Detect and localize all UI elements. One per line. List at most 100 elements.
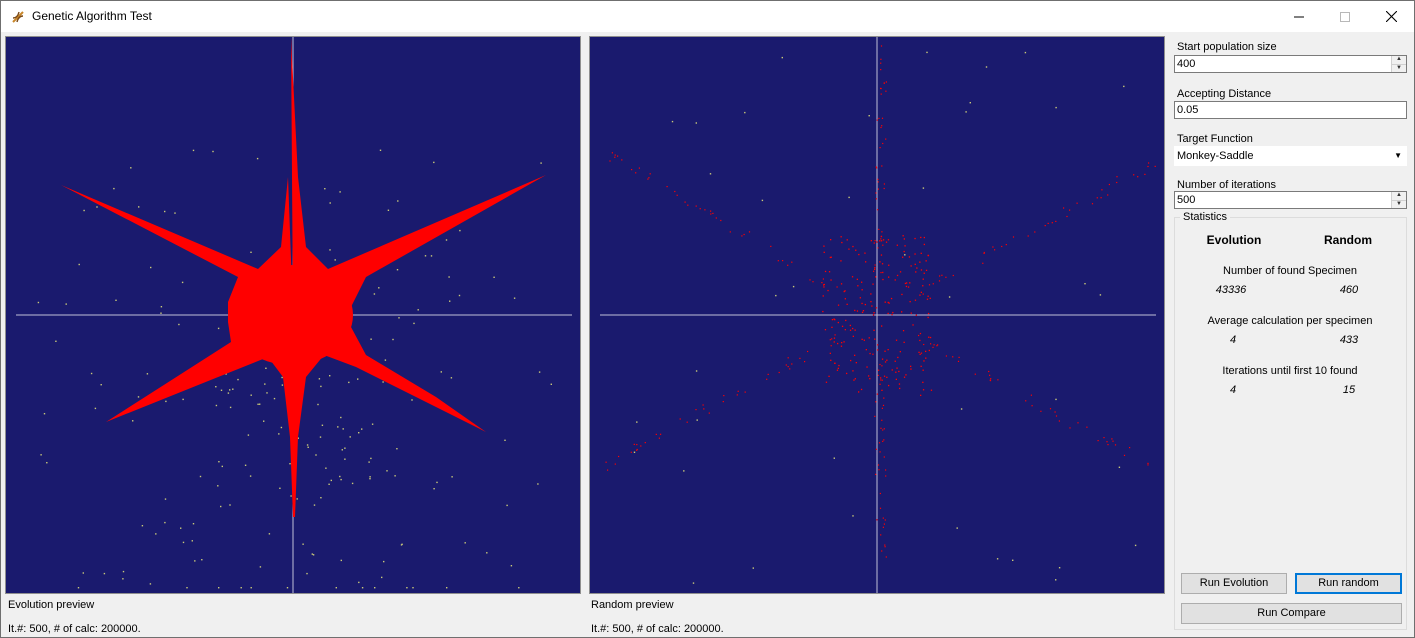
random-found-point xyxy=(880,254,883,256)
random-found-point xyxy=(852,327,854,330)
random-found-point xyxy=(856,278,858,280)
candidate-point xyxy=(340,559,342,562)
candidate-point xyxy=(46,462,48,464)
iterations-input[interactable]: 500 ▲ ▼ xyxy=(1174,191,1407,209)
random-found-point xyxy=(994,249,996,251)
random-found-point xyxy=(1055,415,1058,417)
run-evolution-button[interactable]: Run Evolution xyxy=(1181,573,1287,594)
candidate-point xyxy=(550,383,552,385)
candidate-point xyxy=(100,384,102,386)
population-spinner[interactable]: ▲ ▼ xyxy=(1391,56,1406,72)
random-found-point xyxy=(930,343,932,345)
run-random-button[interactable]: Run random xyxy=(1295,573,1402,594)
random-found-point xyxy=(920,269,923,271)
random-found-point xyxy=(723,395,725,397)
candidate-point xyxy=(324,188,326,190)
random-found-point xyxy=(686,421,688,423)
candidate-point xyxy=(387,209,390,211)
random-found-point xyxy=(932,346,934,348)
random-candidate-point xyxy=(1084,283,1086,285)
spin-down-icon[interactable]: ▼ xyxy=(1396,200,1402,207)
random-found-point xyxy=(910,368,912,370)
random-found-point xyxy=(882,271,884,274)
random-found-point xyxy=(901,311,903,313)
random-found-point xyxy=(870,293,872,295)
random-found-point xyxy=(887,301,889,304)
candidate-point xyxy=(290,495,292,497)
random-found-point xyxy=(873,242,875,244)
chevron-down-icon[interactable]: ▼ xyxy=(1394,151,1402,160)
candidate-point xyxy=(411,399,413,401)
candidate-point xyxy=(397,200,399,202)
random-candidate-point xyxy=(1055,579,1057,581)
spin-up-icon[interactable]: ▲ xyxy=(1392,192,1406,201)
candidate-point xyxy=(232,388,234,390)
candidate-point xyxy=(264,383,266,385)
random-found-point xyxy=(1058,420,1060,422)
candidate-point xyxy=(199,475,202,478)
random-found-point xyxy=(1112,440,1114,442)
random-found-point xyxy=(1116,181,1118,184)
random-found-point xyxy=(864,303,866,306)
random-found-point xyxy=(923,272,925,274)
candidate-point xyxy=(130,167,132,169)
candidate-point xyxy=(430,255,433,257)
random-found-point xyxy=(887,239,890,241)
candidate-point xyxy=(164,210,166,213)
candidate-point xyxy=(302,543,304,545)
random-found-point xyxy=(878,442,881,444)
random-found-point xyxy=(799,357,801,359)
random-found-point xyxy=(880,45,883,47)
candidate-point xyxy=(540,162,542,164)
random-found-point xyxy=(712,212,714,214)
candidate-point xyxy=(361,428,363,430)
random-found-point xyxy=(743,233,745,236)
random-found-point xyxy=(1051,222,1053,224)
population-size-input[interactable]: 400 ▲ ▼ xyxy=(1174,55,1407,73)
random-found-point xyxy=(983,251,985,254)
random-found-point xyxy=(884,301,886,303)
random-found-point xyxy=(830,279,832,281)
random-found-point xyxy=(875,276,877,278)
evolution-status: It.#: 500, # of calc: 200000. xyxy=(8,623,141,635)
random-found-point xyxy=(941,274,943,276)
spin-up-icon[interactable]: ▲ xyxy=(1392,56,1406,65)
stats-col-random: Random xyxy=(1324,233,1372,247)
candidate-point xyxy=(165,400,167,403)
random-found-point xyxy=(804,361,806,363)
candidate-point xyxy=(266,392,268,394)
random-found-point xyxy=(1101,189,1103,191)
target-function-select[interactable]: Monkey-Saddle ▼ xyxy=(1174,146,1407,166)
random-found-point xyxy=(882,239,885,241)
random-found-point xyxy=(882,429,884,431)
candidate-point xyxy=(504,439,506,441)
accepting-distance-input[interactable]: 0.05 xyxy=(1174,101,1407,119)
random-found-point xyxy=(883,523,885,525)
random-found-point xyxy=(695,409,697,411)
iterations-spinner[interactable]: ▲ ▼ xyxy=(1391,192,1406,208)
random-found-point xyxy=(880,69,882,71)
minimize-button[interactable] xyxy=(1276,1,1322,32)
random-found-point xyxy=(870,301,872,303)
random-found-point xyxy=(928,349,930,352)
random-found-point xyxy=(874,240,876,242)
random-found-point xyxy=(851,276,854,278)
spin-down-icon[interactable]: ▼ xyxy=(1396,64,1402,71)
random-found-point xyxy=(1123,454,1126,456)
random-candidate-point xyxy=(969,102,971,104)
candidate-point xyxy=(349,436,351,438)
random-found-point xyxy=(1114,444,1117,446)
candidate-point xyxy=(334,259,336,261)
close-button[interactable] xyxy=(1368,1,1414,32)
candidate-point xyxy=(83,209,85,212)
random-found-point xyxy=(824,329,827,331)
random-found-point xyxy=(875,401,877,403)
candidate-point xyxy=(259,566,262,568)
candidate-point xyxy=(265,367,267,369)
random-found-point xyxy=(901,293,903,296)
target-function-label: Target Function xyxy=(1177,133,1253,145)
run-compare-button[interactable]: Run Compare xyxy=(1181,603,1402,624)
random-found-point xyxy=(876,119,878,121)
maximize-button[interactable] xyxy=(1322,1,1368,32)
random-found-point xyxy=(1147,464,1149,466)
